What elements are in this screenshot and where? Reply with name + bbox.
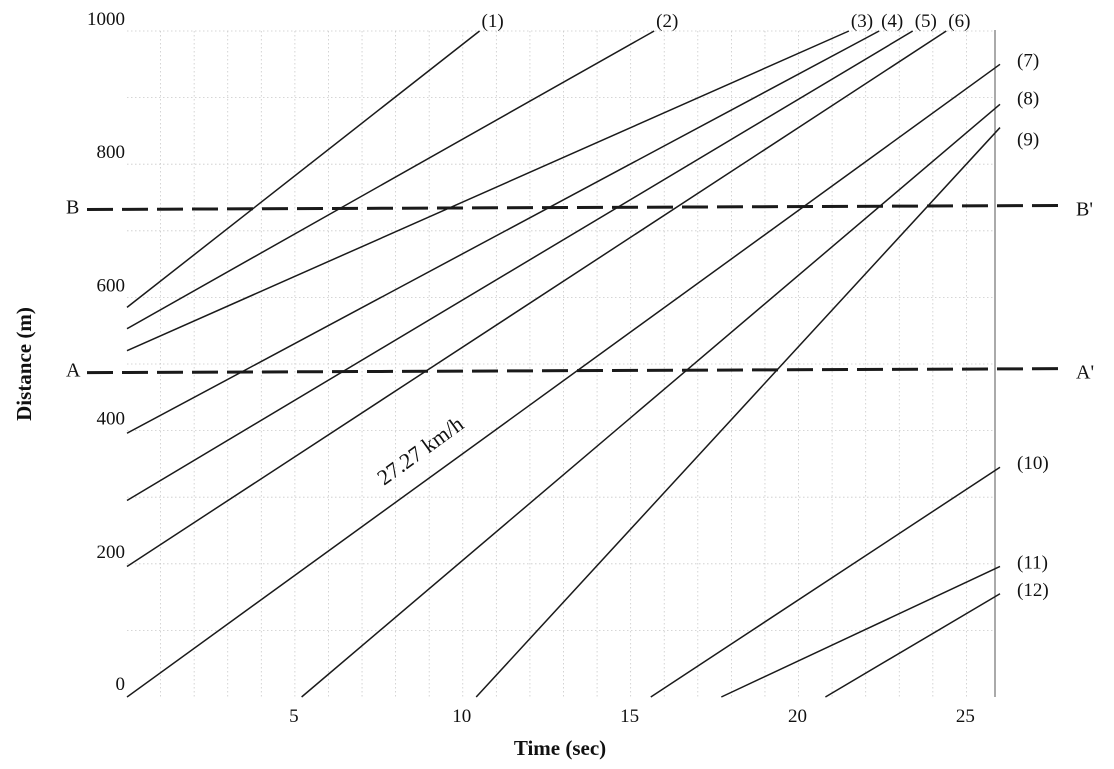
x-tick-label: 10 <box>452 706 471 727</box>
reference-label-start: A <box>66 360 81 382</box>
trajectory-line <box>126 30 481 308</box>
series-label: (4) <box>881 11 903 32</box>
series-label: (8) <box>1017 88 1039 109</box>
trajectory-line <box>126 30 947 568</box>
series-label: (5) <box>915 11 937 32</box>
trajectory-line <box>825 593 1001 698</box>
trajectory-line <box>301 103 1001 698</box>
series-labels: (1) (2) (3) (4) (5) (6) (7) (8) (9) (10) (11) (12) <box>482 11 1049 601</box>
trajectories <box>126 30 1001 698</box>
series-label: (1) <box>482 11 504 32</box>
trajectory-line <box>650 466 1001 698</box>
y-tick-label: 400 <box>97 409 126 430</box>
reference-line <box>86 203 1063 211</box>
y-tick-label: 600 <box>97 275 126 296</box>
series-label: (12) <box>1017 580 1049 601</box>
reference-label-end: A' <box>1076 362 1094 384</box>
trajectory-line <box>720 565 1001 698</box>
grid <box>127 30 994 697</box>
series-label: (6) <box>948 11 970 32</box>
reference-line <box>86 367 1063 375</box>
trajectory-line <box>475 127 1001 698</box>
trajectory-line <box>126 30 914 502</box>
x-tick-label: 25 <box>956 706 975 727</box>
series-label: (10) <box>1017 453 1049 474</box>
series-label: (3) <box>851 11 873 32</box>
series-label: (2) <box>656 11 678 32</box>
series-label: (7) <box>1017 50 1039 71</box>
trajectory-line <box>126 30 655 330</box>
x-axis-title: Time (sec) <box>514 736 606 760</box>
y-tick-label: 200 <box>97 542 126 563</box>
trajectory-line <box>126 63 1001 698</box>
y-tick-label: 0 <box>116 674 126 695</box>
series-label: (9) <box>1017 130 1039 151</box>
reference-label-end: B' <box>1076 198 1093 220</box>
reference-lines: A A' B B' <box>66 196 1094 383</box>
x-tick-label: 5 <box>289 706 299 727</box>
trajectory-line <box>126 30 880 434</box>
x-tick-label: 20 <box>788 706 807 727</box>
trajectory-line <box>126 30 850 352</box>
speed-annotation: 27.27 km/h <box>372 411 468 490</box>
x-tick-label: 15 <box>620 706 639 727</box>
y-tick-label: 800 <box>97 142 126 163</box>
tick-labels: 5 10 15 20 25 0 200 400 600 800 1000 <box>87 9 975 727</box>
reference-label-start: B <box>66 196 79 218</box>
series-label: (11) <box>1017 552 1048 573</box>
y-axis-title: Distance (m) <box>12 307 36 421</box>
y-tick-label: 1000 <box>87 9 125 30</box>
